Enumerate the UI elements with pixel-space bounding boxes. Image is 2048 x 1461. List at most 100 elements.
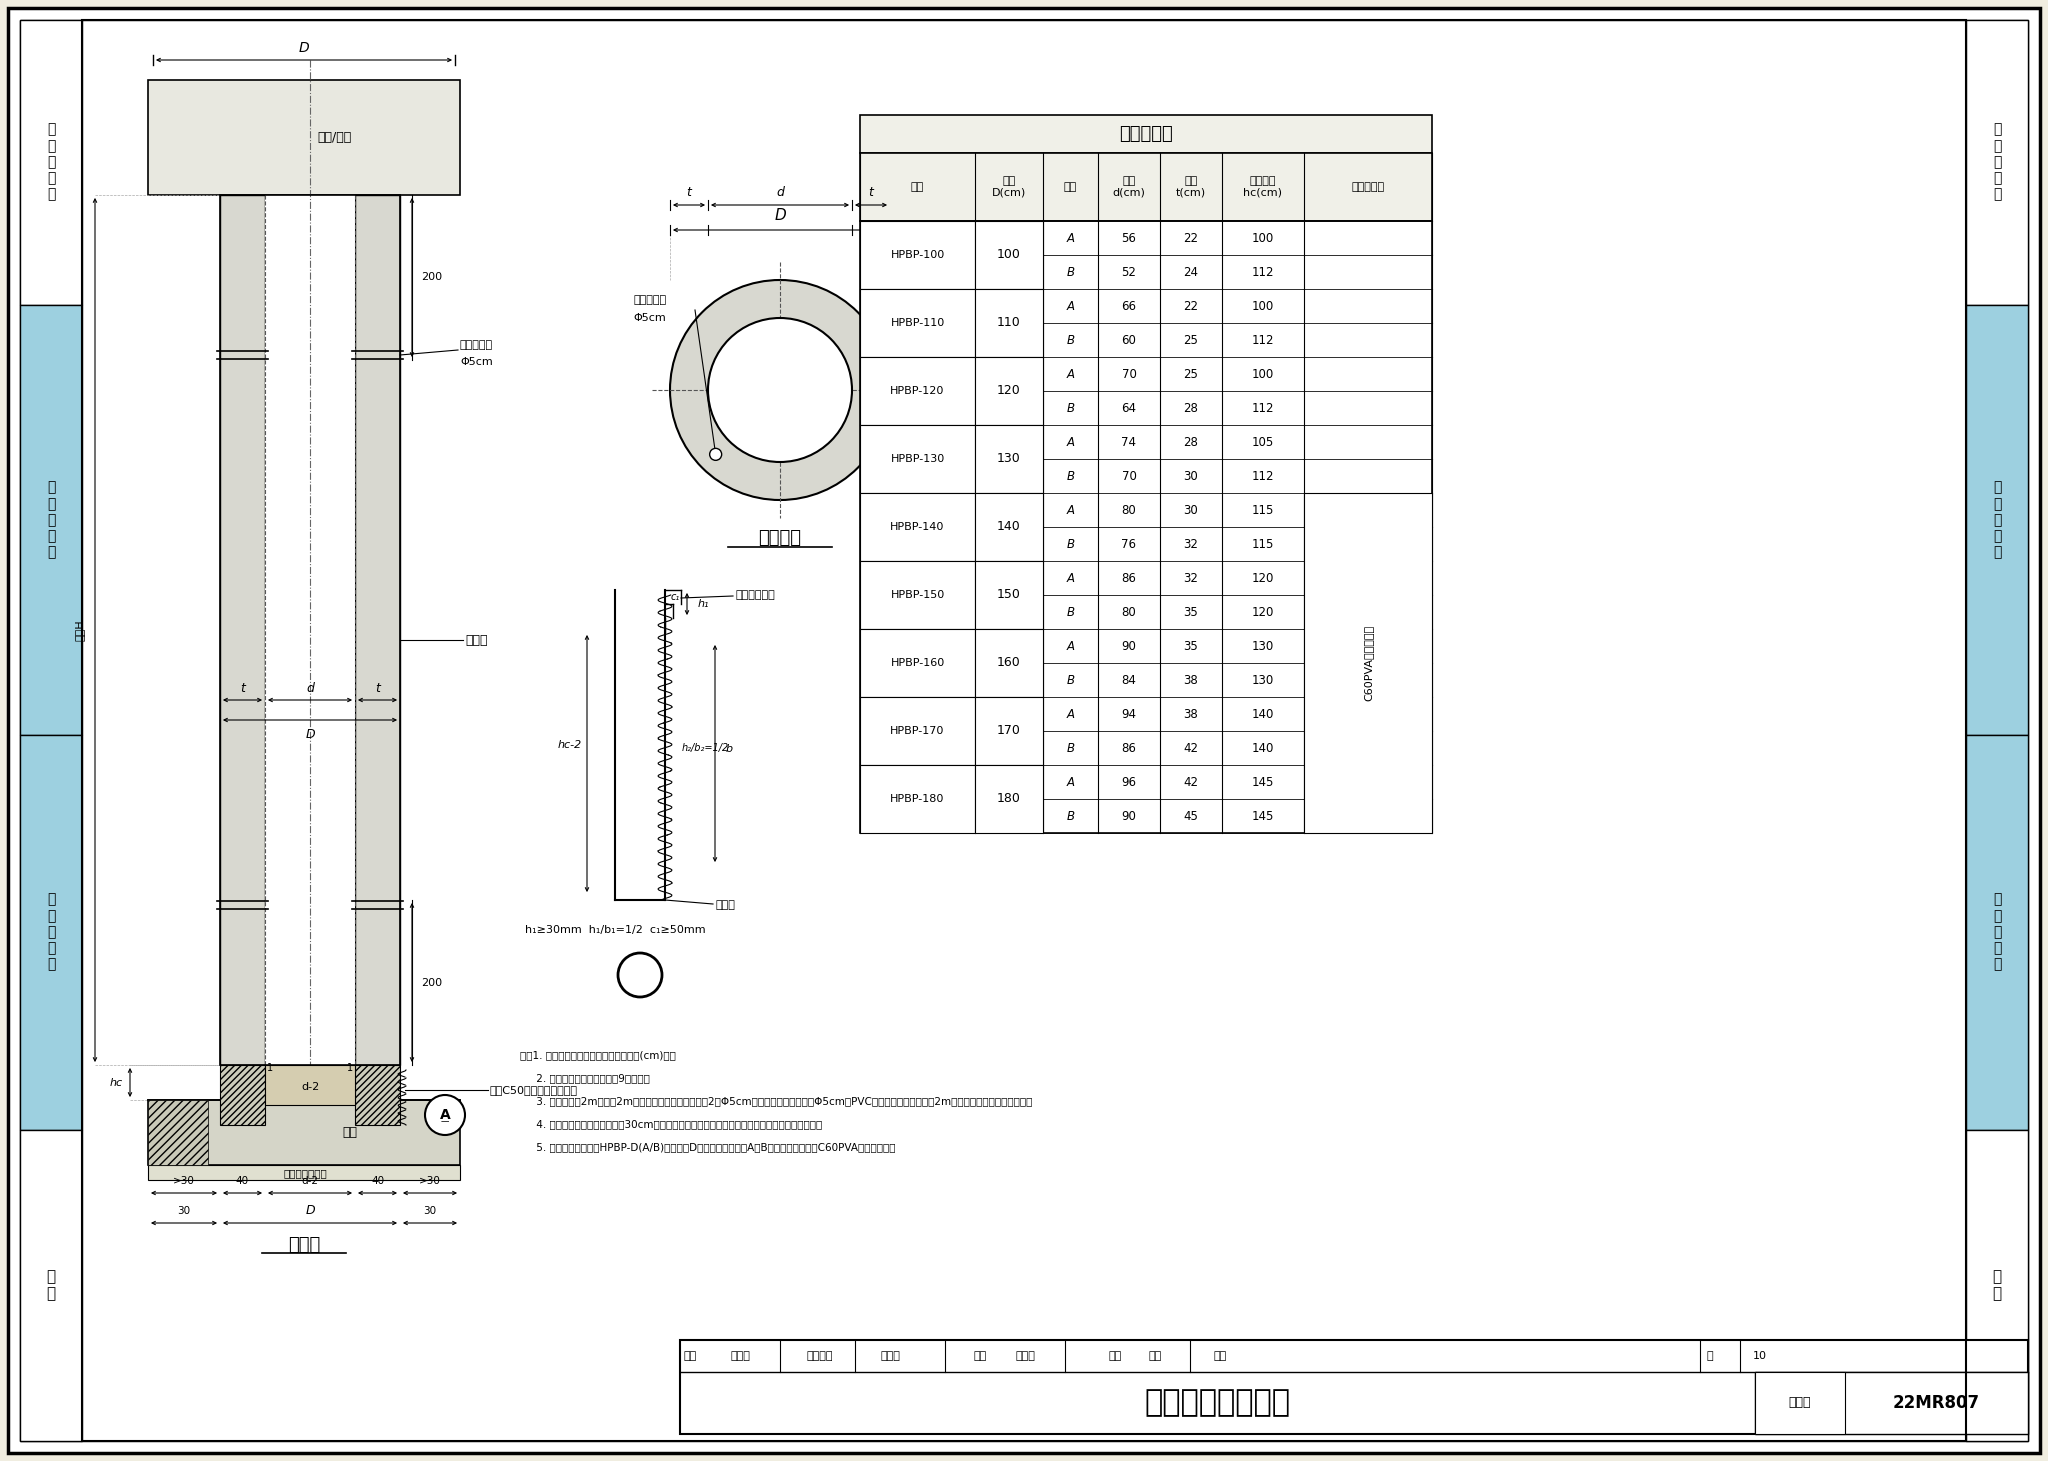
Bar <box>860 392 1432 425</box>
Text: 校对人员: 校对人员 <box>807 1351 834 1362</box>
Bar <box>147 1100 209 1164</box>
Text: 200: 200 <box>422 977 442 988</box>
Text: B: B <box>1067 402 1075 415</box>
Text: HPBP-160: HPBP-160 <box>889 640 946 653</box>
Text: h₁: h₁ <box>696 599 709 609</box>
Text: 120: 120 <box>997 384 1020 397</box>
Text: 112: 112 <box>1251 469 1274 482</box>
Text: C60PVA纤维混凝土: C60PVA纤维混凝土 <box>1327 504 1409 517</box>
Text: HPBP-180: HPBP-180 <box>891 793 944 804</box>
Text: 22: 22 <box>1184 231 1198 244</box>
Text: 其
他: 其 他 <box>1993 1268 2001 1302</box>
Text: 84: 84 <box>1122 674 1137 687</box>
Text: 90: 90 <box>1122 809 1137 823</box>
Text: t: t <box>240 681 246 694</box>
Circle shape <box>426 1094 465 1135</box>
Text: A: A <box>1067 231 1075 244</box>
Circle shape <box>670 281 891 500</box>
Bar <box>975 492 1042 561</box>
Text: 66: 66 <box>1122 300 1137 313</box>
Bar <box>860 323 1432 356</box>
Text: —: — <box>440 1118 449 1126</box>
Text: 130: 130 <box>1251 640 1274 653</box>
Bar <box>860 289 975 356</box>
Bar <box>860 492 975 561</box>
Bar <box>860 561 975 630</box>
Text: A: A <box>1067 300 1075 313</box>
Text: HPBP-180: HPBP-180 <box>889 776 946 789</box>
Text: HPBP-150: HPBP-150 <box>891 590 944 600</box>
Text: 140: 140 <box>1251 742 1274 754</box>
Text: 160: 160 <box>997 656 1020 669</box>
Text: 94: 94 <box>1122 707 1137 720</box>
Text: HPBP-170: HPBP-170 <box>889 707 946 720</box>
Text: 40: 40 <box>371 1176 385 1186</box>
Text: Φ5cm: Φ5cm <box>633 313 666 323</box>
Text: 管
型
预
制
墓: 管 型 预 制 墓 <box>47 123 55 202</box>
Text: 180: 180 <box>997 776 1020 789</box>
Text: B: B <box>1067 333 1075 346</box>
Text: 后浇C50无收缩细石混凝土: 后浇C50无收缩细石混凝土 <box>489 1086 578 1094</box>
Text: 图集号: 图集号 <box>1788 1397 1810 1410</box>
Bar <box>860 425 975 492</box>
Text: A: A <box>1067 776 1075 789</box>
Text: D: D <box>299 41 309 56</box>
Text: 28: 28 <box>1184 402 1198 415</box>
Bar <box>1966 735 2028 1129</box>
Text: 壁厚
t(cm): 壁厚 t(cm) <box>1176 177 1206 197</box>
Text: 120: 120 <box>1251 571 1274 584</box>
Bar <box>860 730 1432 766</box>
Text: >30: >30 <box>420 1176 440 1186</box>
Bar <box>20 735 82 1129</box>
Text: 32: 32 <box>1184 571 1198 584</box>
Text: 3. 墓身距顶面2m、底面2m以及墓身中部截面对称设置2个Φ5cm的通气孔，通气孔采用Φ5cm的PVC塑料管，后至少距水面2m以上，且应避开墓柱内钉筋。: 3. 墓身距顶面2m、底面2m以及墓身中部截面对称设置2个Φ5cm的通气孔，通气… <box>520 1096 1032 1106</box>
Text: 86: 86 <box>1122 742 1137 754</box>
Bar <box>219 194 399 1065</box>
Text: 38: 38 <box>1184 707 1198 720</box>
Text: 38: 38 <box>1184 674 1198 687</box>
Text: 130: 130 <box>997 453 1020 466</box>
Bar <box>975 425 1042 492</box>
Bar <box>860 766 1432 799</box>
Text: 100: 100 <box>1251 368 1274 380</box>
Bar <box>860 459 1432 492</box>
Bar <box>20 305 82 735</box>
Text: HPBP-150: HPBP-150 <box>889 571 946 584</box>
Text: t: t <box>375 681 381 694</box>
Text: 90: 90 <box>1122 640 1137 653</box>
Text: b: b <box>725 744 733 754</box>
Bar <box>20 20 82 305</box>
Text: A: A <box>1067 504 1075 517</box>
Text: B: B <box>1067 469 1075 482</box>
Bar <box>147 80 461 194</box>
Text: d-2: d-2 <box>301 1176 319 1186</box>
Text: 尺寸参数表: 尺寸参数表 <box>1118 126 1174 143</box>
Text: 100: 100 <box>1251 231 1274 244</box>
Bar <box>1755 1372 1845 1435</box>
Bar <box>860 799 1432 833</box>
Text: 64: 64 <box>1122 402 1137 415</box>
Text: 30: 30 <box>424 1205 436 1216</box>
Text: 预留通气孔: 预留通气孔 <box>633 295 666 305</box>
Text: 100: 100 <box>997 248 1022 262</box>
Bar <box>975 561 1042 630</box>
Bar <box>975 221 1042 289</box>
Text: B: B <box>1067 674 1075 687</box>
Bar <box>860 153 1432 221</box>
Text: C60PVA纤维混凝土: C60PVA纤维混凝土 <box>1364 625 1372 701</box>
Text: HPBP-130: HPBP-130 <box>889 435 946 449</box>
Text: 墩底面: 墩底面 <box>715 900 735 910</box>
Text: 70: 70 <box>1122 368 1137 380</box>
Text: D: D <box>774 209 786 224</box>
Text: 86: 86 <box>1122 571 1137 584</box>
Bar <box>860 561 1432 595</box>
Text: 页: 页 <box>1706 1351 1714 1362</box>
Text: 方
型
预
制
墓: 方 型 预 制 墓 <box>47 481 55 560</box>
Text: 2. 各型号预墓直径不同分为9种类型。: 2. 各型号预墓直径不同分为9种类型。 <box>520 1072 649 1083</box>
Text: 管型预制墓构造图: 管型预制墓构造图 <box>1145 1388 1290 1417</box>
Text: 25: 25 <box>1184 368 1198 380</box>
Text: HPBP-110: HPBP-110 <box>891 318 944 329</box>
Text: A: A <box>1067 368 1075 380</box>
Text: 52: 52 <box>1122 266 1137 279</box>
Text: B: B <box>1067 809 1075 823</box>
